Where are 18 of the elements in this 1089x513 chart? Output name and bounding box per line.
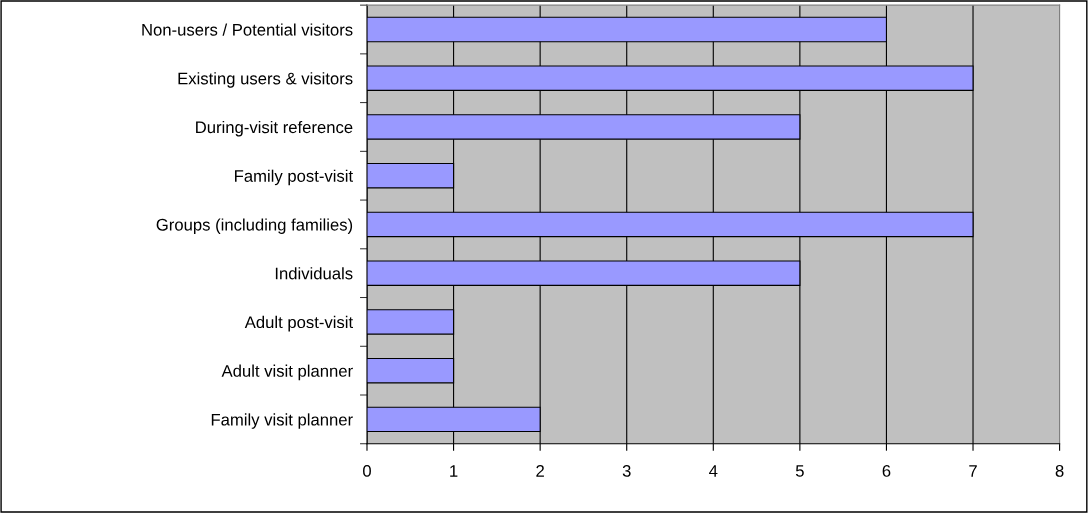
x-tick-label: 4 — [709, 465, 718, 477]
x-tick-label: 3 — [622, 465, 631, 477]
y-tick-label: Adult post-visit — [244, 315, 353, 332]
x-tick-label: 6 — [882, 465, 891, 477]
x-tick-label: 8 — [1055, 465, 1064, 477]
y-tick-label: Groups (including families) — [156, 218, 353, 234]
y-tick-label: Individuals — [275, 267, 353, 280]
x-tick-label: 7 — [969, 465, 977, 477]
x-tick-label: 5 — [795, 465, 804, 477]
x-tick-label: 0 — [363, 465, 371, 477]
x-tick-label: 1 — [450, 465, 458, 477]
y-tick-label: Family visit planner — [211, 413, 353, 429]
y-tick-label: During-visit reference — [196, 120, 353, 137]
y-tick-label: Existing users & visitors — [178, 72, 353, 88]
y-tick-label: Adult visit planner — [221, 364, 353, 381]
y-tick-label: Non-users / Potential visitors — [142, 23, 353, 36]
x-tick-label: 2 — [536, 465, 544, 477]
y-tick-label: Family post-visit — [235, 169, 353, 186]
